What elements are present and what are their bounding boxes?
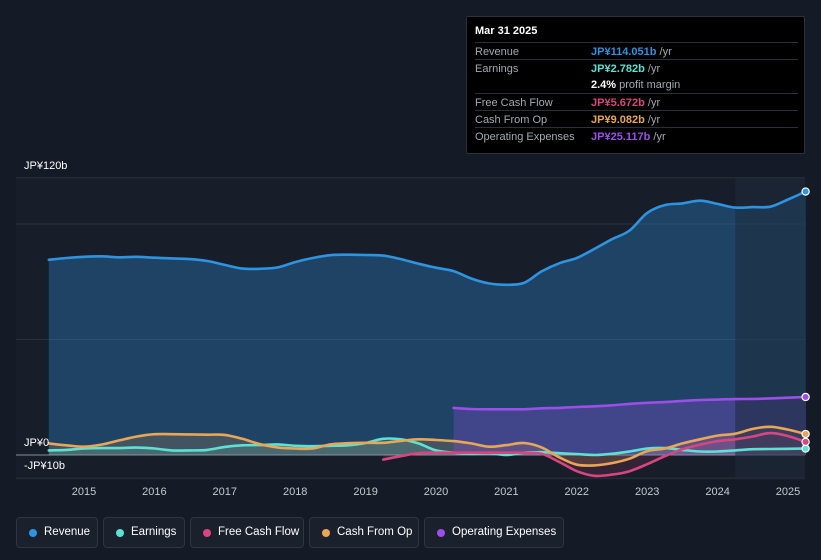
x-tick-label: 2017 [213, 486, 237, 498]
legend-label: Cash From Op [337, 526, 413, 538]
series-lines [47, 190, 807, 478]
legend-dot [437, 529, 445, 537]
tooltip-unit: /yr [656, 46, 672, 58]
tooltip-row-fcf: Free Cash Flow JP¥5.672b /yr [475, 93, 798, 111]
tooltip-value-text: JP¥25.117b [591, 131, 651, 143]
line-revenue [47, 190, 807, 287]
line-cfo [47, 425, 807, 467]
legend-item-fcf[interactable]: Free Cash Flow [190, 517, 304, 548]
tooltip-value-text: 2.4% [591, 79, 617, 91]
tooltip-label: Operating Expenses [475, 131, 575, 143]
legend-label: Free Cash Flow [218, 526, 300, 538]
y-label-zero: JP¥0 [24, 437, 50, 449]
legend-item-cfo[interactable]: Cash From Op [309, 517, 419, 548]
area-earnings [48, 438, 806, 456]
legend-dot [116, 529, 124, 537]
tooltip-value: JP¥5.672b /yr [591, 97, 660, 109]
tooltip-value: JP¥2.782b /yr [591, 63, 660, 75]
x-tick-label: 2015 [72, 486, 96, 498]
tooltip-value-text: JP¥5.672b [591, 97, 645, 109]
legend-label: Revenue [44, 526, 91, 538]
end-marker-opex [801, 392, 810, 402]
x-tick-label: 2020 [424, 486, 448, 498]
tooltip-unit: /yr [650, 131, 666, 143]
x-tick-label: 2025 [776, 486, 800, 498]
tooltip-label: Free Cash Flow [475, 97, 553, 109]
end-markers [801, 187, 810, 453]
tooltip-value-text: JP¥114.051b [591, 46, 657, 58]
x-tick-label: 2016 [142, 486, 166, 498]
tooltip-row-cfo: Cash From Op JP¥9.082b /yr [475, 110, 798, 128]
tooltip-unit: /yr [644, 114, 661, 126]
tooltip-label: Earnings [475, 63, 519, 75]
legend-dot [29, 529, 37, 537]
tooltip-value-text: JP¥2.782b [591, 63, 645, 75]
legend-label: Operating Expenses [452, 526, 557, 538]
tooltip-value: JP¥9.082b /yr [591, 114, 660, 126]
y-label-top: JP¥120b [24, 160, 68, 172]
tooltip-row-margin: 2.4% profit margin [475, 76, 798, 93]
legend-item-earnings[interactable]: Earnings [103, 517, 185, 548]
tooltip-date: Mar 31 2025 [475, 25, 538, 37]
line-fcf [381, 431, 807, 478]
line-opex [452, 395, 807, 411]
x-tick-label: 2021 [494, 486, 518, 498]
end-marker-cfo [801, 429, 810, 439]
tooltip-value: 2.4% profit margin [591, 79, 680, 91]
tooltip-value: JP¥114.051b /yr [591, 46, 672, 58]
tooltip-label: Revenue [475, 46, 520, 58]
tooltip-value-text: JP¥9.082b [591, 114, 645, 126]
tooltip-unit: profit margin [616, 79, 681, 91]
end-marker-revenue [801, 187, 810, 196]
legend-label: Earnings [131, 526, 177, 538]
x-tick-label: 2019 [353, 486, 377, 498]
legend-item-revenue[interactable]: Revenue [16, 517, 98, 548]
tooltip-row-opex: Operating Expenses JP¥25.117b /yr [475, 127, 798, 145]
tooltip-unit: /yr [644, 63, 661, 75]
legend-dot [203, 529, 211, 537]
x-tick-label: 2024 [705, 486, 729, 498]
tooltip-value: JP¥25.117b /yr [591, 131, 666, 143]
x-tick-label: 2022 [565, 486, 589, 498]
tooltip-row-earnings: Earnings JP¥2.782b /yr [475, 59, 798, 77]
plot-background [16, 178, 805, 480]
x-axis-ticks: 2015 2016 2017 2018 2019 2020 2021 2022 2023 2024… [72, 486, 800, 498]
x-tick-label: 2023 [635, 486, 659, 498]
end-marker-fcf [801, 437, 810, 447]
tooltip-panel: Mar 31 2025 Revenue JP¥114.051b /yr Earn… [466, 16, 805, 154]
tooltip-label: Cash From Op [475, 114, 548, 126]
area-revenue [48, 191, 806, 455]
tooltip-unit: /yr [644, 97, 661, 109]
tooltip-row-revenue: Revenue JP¥114.051b /yr [475, 42, 798, 60]
x-tick-label: 2018 [283, 486, 307, 498]
legend-dot [322, 529, 330, 537]
legend-item-opex[interactable]: Operating Expenses [424, 517, 564, 548]
y-label-bottom: -JP¥10b [24, 460, 65, 472]
